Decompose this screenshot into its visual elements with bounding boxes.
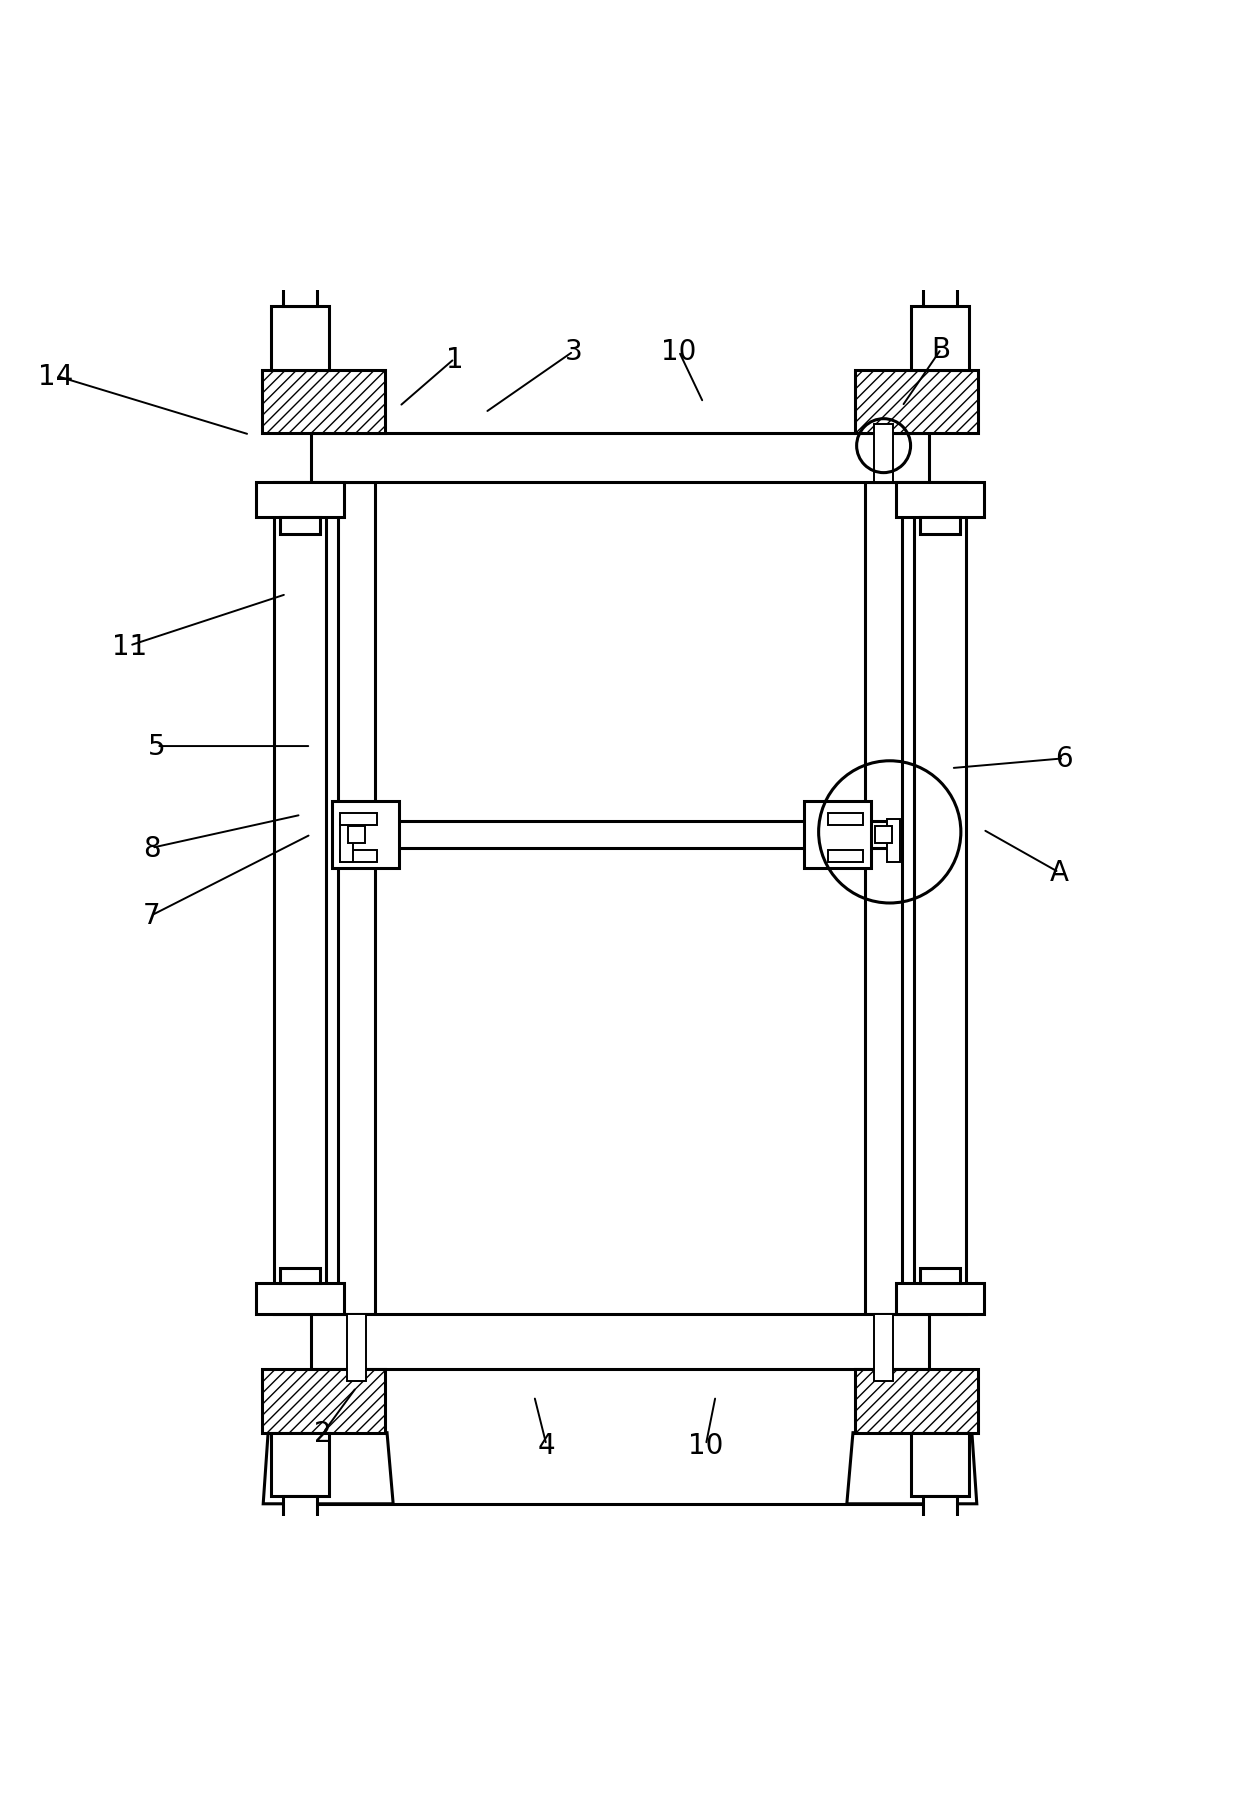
- Text: 5: 5: [148, 732, 165, 761]
- Bar: [895, 1283, 985, 1314]
- Bar: [255, 482, 345, 517]
- Text: 6: 6: [1055, 744, 1073, 773]
- Text: 2: 2: [315, 1418, 332, 1447]
- Bar: [856, 370, 978, 434]
- Bar: [347, 822, 893, 847]
- Bar: [262, 370, 384, 434]
- Text: 10: 10: [688, 1431, 723, 1458]
- Bar: [341, 813, 377, 826]
- Bar: [920, 517, 960, 535]
- Bar: [910, 1433, 970, 1496]
- Text: A: A: [1049, 858, 1069, 887]
- Text: 14: 14: [38, 363, 73, 390]
- Bar: [866, 482, 901, 1314]
- Bar: [255, 1283, 345, 1314]
- Text: 1: 1: [445, 345, 464, 374]
- Text: 3: 3: [564, 338, 583, 367]
- Bar: [910, 307, 970, 370]
- Bar: [311, 1314, 929, 1370]
- Text: 11: 11: [112, 632, 148, 660]
- Text: 10: 10: [661, 338, 697, 367]
- Polygon shape: [263, 1433, 393, 1503]
- Polygon shape: [847, 1433, 977, 1503]
- Bar: [828, 851, 863, 862]
- Bar: [283, 1496, 317, 1543]
- Bar: [311, 434, 929, 482]
- Bar: [895, 482, 985, 517]
- Bar: [920, 1269, 960, 1283]
- Text: 4: 4: [538, 1431, 556, 1458]
- Bar: [914, 482, 966, 1314]
- Bar: [804, 801, 872, 869]
- Bar: [274, 482, 326, 1314]
- Bar: [923, 248, 957, 307]
- Bar: [262, 1370, 384, 1433]
- Bar: [875, 826, 893, 844]
- Bar: [888, 820, 899, 862]
- Bar: [339, 482, 374, 1314]
- Bar: [346, 1314, 366, 1381]
- Bar: [874, 425, 894, 482]
- Bar: [341, 820, 352, 862]
- Bar: [270, 1433, 330, 1496]
- Text: B: B: [931, 336, 951, 363]
- Bar: [923, 1496, 957, 1543]
- Bar: [280, 1269, 320, 1283]
- Bar: [341, 851, 377, 862]
- Text: 8: 8: [143, 835, 160, 862]
- Bar: [874, 1314, 894, 1381]
- Bar: [856, 1370, 978, 1433]
- Bar: [332, 801, 399, 869]
- Bar: [280, 517, 320, 535]
- Bar: [270, 307, 330, 370]
- Text: 7: 7: [143, 902, 160, 931]
- Bar: [347, 826, 365, 844]
- Bar: [283, 248, 317, 307]
- Bar: [828, 813, 863, 826]
